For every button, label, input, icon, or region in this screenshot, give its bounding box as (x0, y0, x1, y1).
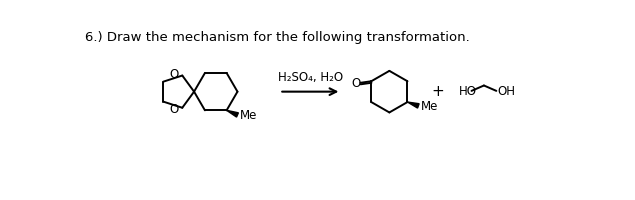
Text: O: O (169, 103, 178, 115)
Polygon shape (227, 111, 238, 117)
Text: H₂SO₄, H₂O: H₂SO₄, H₂O (277, 71, 343, 84)
Text: Me: Me (240, 109, 257, 122)
Polygon shape (408, 103, 419, 109)
Text: Me: Me (420, 100, 438, 113)
Text: HO: HO (459, 85, 477, 98)
Text: OH: OH (497, 85, 515, 98)
Text: O: O (169, 68, 178, 81)
Text: +: + (431, 84, 444, 99)
Text: 6.) Draw the mechanism for the following transformation.: 6.) Draw the mechanism for the following… (85, 31, 469, 44)
Text: O: O (351, 77, 361, 90)
